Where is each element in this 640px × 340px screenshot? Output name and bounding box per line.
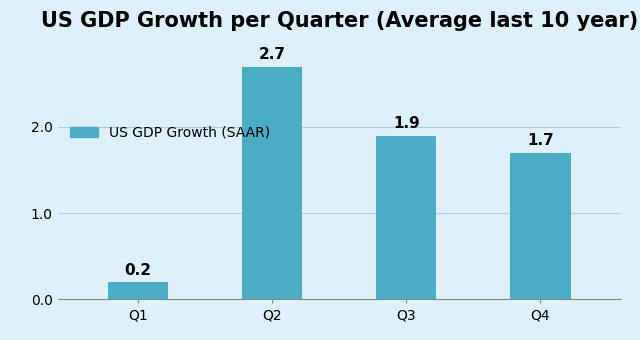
Text: 0.2: 0.2 (125, 263, 152, 278)
Text: 1.7: 1.7 (527, 134, 554, 149)
Bar (376, 136, 436, 299)
Bar (510, 153, 570, 299)
Bar (242, 67, 302, 299)
Text: 2.7: 2.7 (259, 47, 285, 62)
Title: US GDP Growth per Quarter (Average last 10 year): US GDP Growth per Quarter (Average last … (40, 11, 638, 31)
Legend: US GDP Growth (SAAR): US GDP Growth (SAAR) (65, 120, 276, 145)
Text: 1.9: 1.9 (393, 116, 420, 131)
Bar (108, 282, 168, 299)
